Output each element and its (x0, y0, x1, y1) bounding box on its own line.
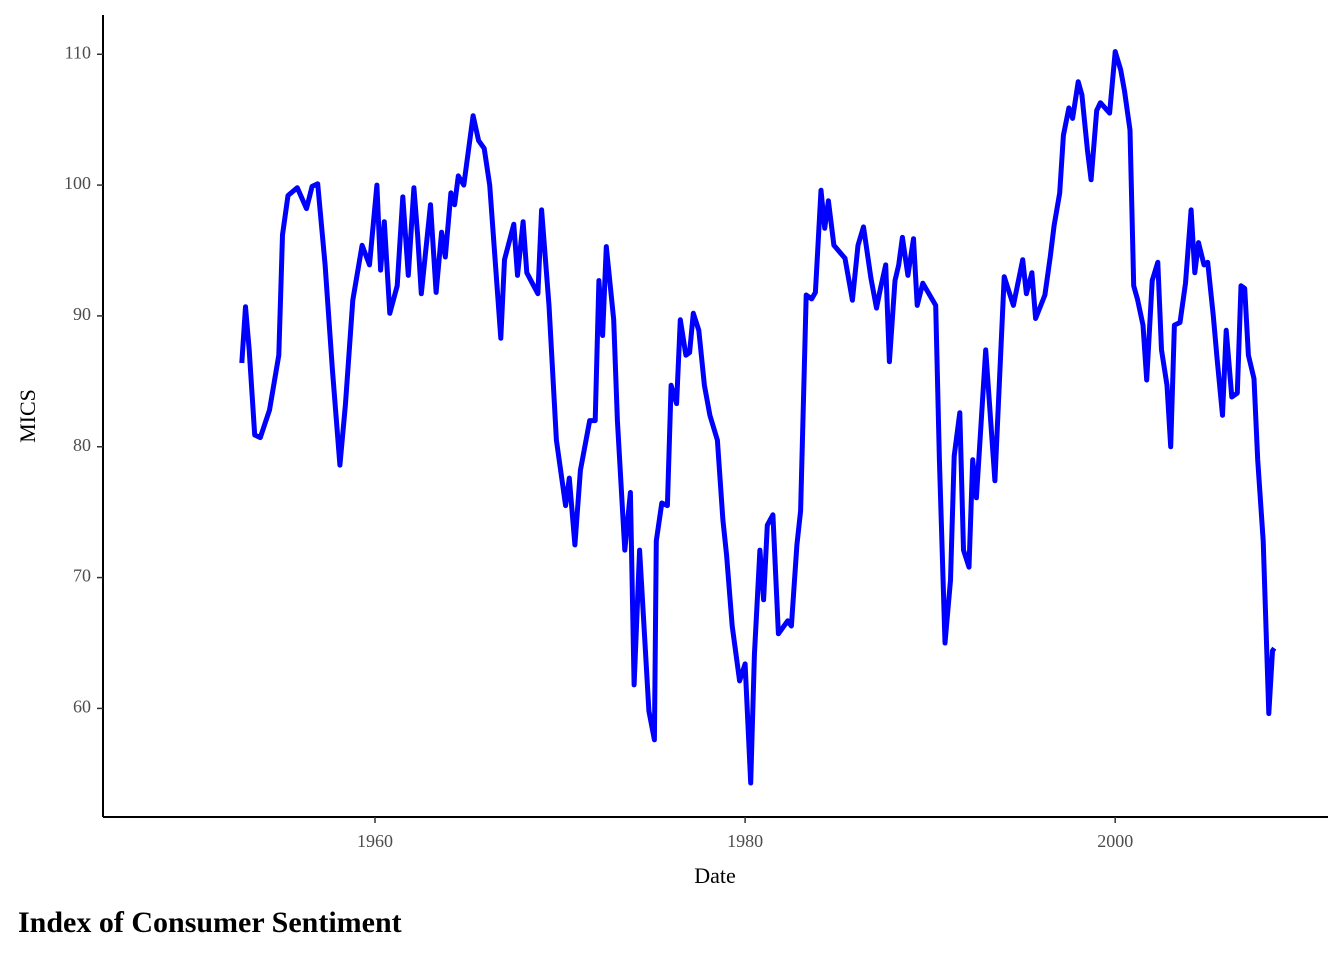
x-tick-label: 2000 (1097, 831, 1133, 851)
x-tick-label: 1980 (727, 831, 763, 851)
y-tick-label: 110 (65, 42, 91, 62)
y-tick-label: 90 (73, 304, 91, 324)
data-line (239, 49, 1277, 786)
x-axis-label: Date (694, 863, 736, 888)
y-tick-label: 100 (64, 173, 91, 193)
chart-title: Index of Consumer Sentiment (18, 906, 402, 939)
y-tick-label: 80 (73, 435, 91, 455)
y-tick-label: 70 (73, 566, 91, 586)
y-tick-label: 60 (73, 697, 91, 717)
y-axis-label: MICS (15, 389, 40, 443)
x-tick-label: 1960 (357, 831, 393, 851)
